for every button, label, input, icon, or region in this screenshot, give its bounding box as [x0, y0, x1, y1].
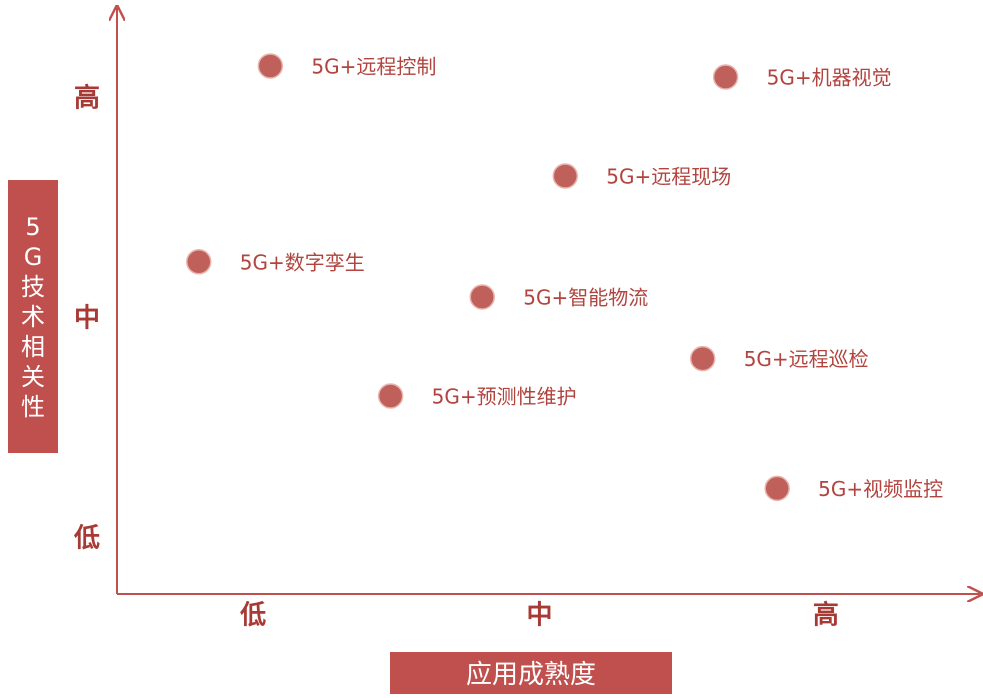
point: [712, 64, 739, 90]
x-tick-label: 低: [239, 601, 266, 631]
point-label: 5G+远程巡检: [744, 347, 869, 371]
point: [469, 284, 495, 310]
x-tick-label: 高: [813, 600, 839, 631]
point: [186, 249, 212, 275]
y-tick-label: 低: [73, 524, 100, 554]
point-label: 5G+远程现场: [606, 165, 731, 189]
x-axis-title: 应用成熟度: [465, 660, 596, 690]
point: [377, 383, 404, 409]
y-tick-label: 中: [74, 304, 100, 334]
x-axis-title-box: 应用成熟度: [390, 652, 672, 694]
point: [764, 475, 790, 502]
x-tick-label: 中: [526, 601, 552, 631]
y-axis-title-box: 5G技术相关性: [8, 180, 58, 453]
point-label: 5G+远程控制: [311, 55, 436, 79]
point-label: 5G+预测性维护: [432, 385, 577, 409]
y-axis-title: 5G技术相关性: [21, 212, 45, 421]
point-label: 5G+机器视觉: [767, 66, 892, 90]
point-label: 5G+视频监控: [818, 477, 943, 501]
point: [257, 53, 284, 79]
point-label: 5G+数字孪生: [240, 250, 365, 274]
point-label: 5G+智能物流: [523, 286, 648, 310]
y-tick-label: 高: [74, 83, 100, 114]
point: [689, 345, 716, 372]
point: [552, 163, 579, 189]
